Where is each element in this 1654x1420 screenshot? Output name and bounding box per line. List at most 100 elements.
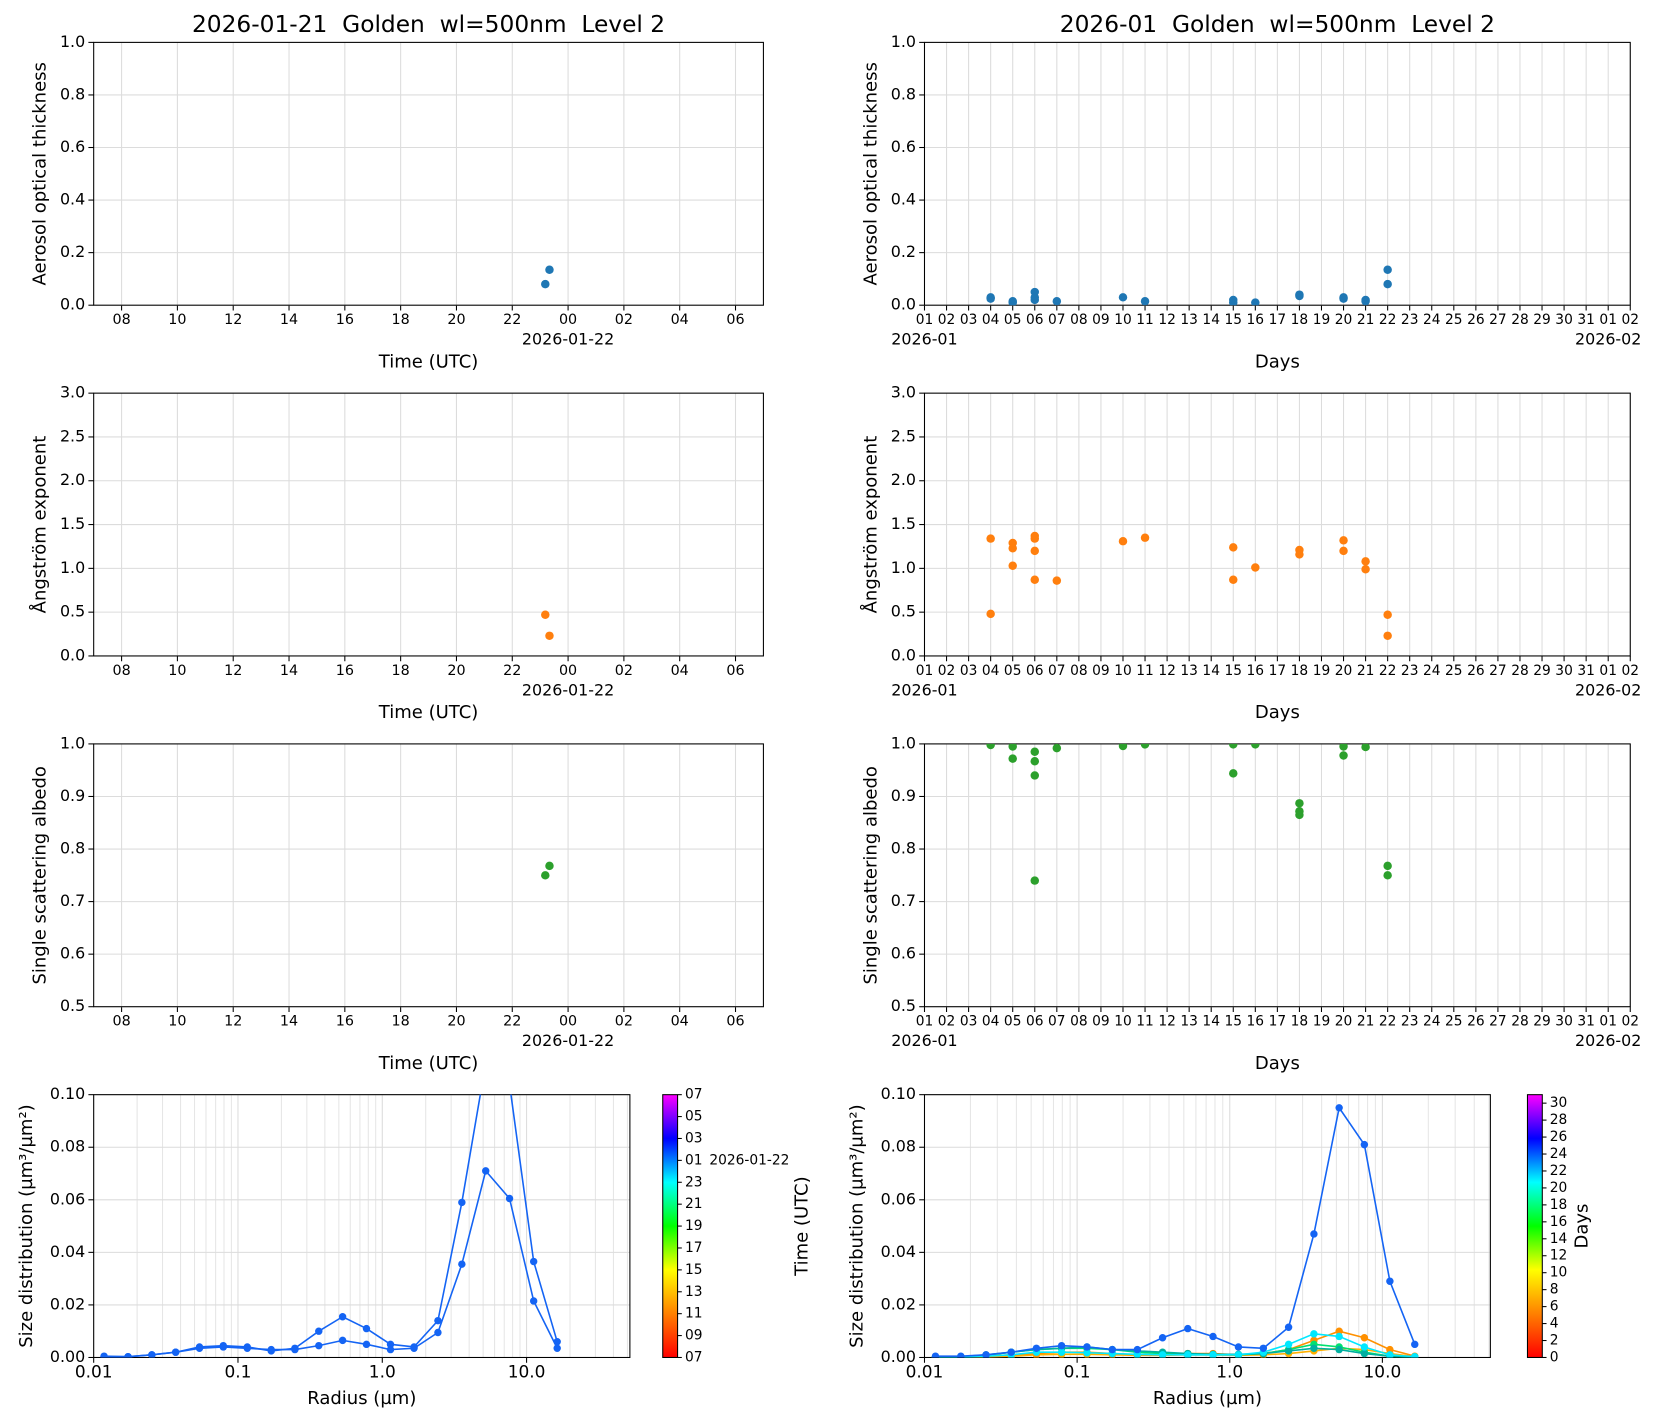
x-tick-label: 1.0 — [369, 1361, 396, 1381]
colorbar-tick-label: 0 — [1550, 1349, 1559, 1365]
x-tick-label: 01 — [1599, 663, 1617, 679]
x-tick-label: 02 — [1621, 1014, 1639, 1030]
point — [1229, 743, 1238, 749]
x-tick-label: 26 — [1467, 1014, 1485, 1030]
colorbar — [1526, 1094, 1543, 1359]
y-axis-label: Single scattering albedo — [30, 766, 51, 984]
x-tick-label: 08 — [112, 663, 130, 679]
point — [1030, 546, 1040, 556]
y-tick-label: 0.9 — [60, 786, 85, 805]
data-layer — [100, 1094, 561, 1358]
plot-area — [93, 42, 764, 306]
colorbar-tick-label: 6 — [1550, 1299, 1559, 1315]
x-tick-label: 02 — [615, 663, 633, 679]
y-tick-label: 3.0 — [891, 383, 916, 402]
y-tick-label: 0.8 — [60, 839, 85, 858]
y-tick-label: 0.02 — [881, 1294, 916, 1313]
colorbar-tick-label: 8 — [1550, 1282, 1559, 1298]
y-tick-label: 0.00 — [881, 1347, 916, 1366]
y-tick-label: 0.0 — [60, 295, 85, 314]
y-tick-label: 0.5 — [60, 602, 85, 621]
x-tick-label: 25 — [1445, 1014, 1463, 1030]
data-layer — [986, 743, 1392, 885]
x-date-label: 2026-01-22 — [522, 680, 614, 699]
y-tick-label: 0.4 — [891, 190, 916, 209]
x-tick-label: 08 — [1070, 312, 1088, 328]
point — [1030, 771, 1040, 780]
panel: 01 02 03 04 05 06 07 08 09 10 11 12 13 14 15 16 17 18 19 20… — [860, 383, 1642, 724]
point — [1057, 1341, 1066, 1350]
point — [1209, 1351, 1217, 1358]
y-tick-label: 0.5 — [891, 996, 916, 1015]
x-tick-label: 00 — [559, 663, 577, 679]
y-tick-label: 0.06 — [881, 1189, 916, 1208]
x-tick-label: 21 — [1357, 663, 1375, 679]
data-layer — [986, 531, 1392, 641]
point — [553, 1344, 561, 1352]
point — [1229, 769, 1238, 778]
x-tick-label: 06 — [726, 663, 744, 679]
x-axis-label: Radius (µm) — [1153, 1388, 1262, 1409]
x-tick-label: 00 — [559, 312, 577, 328]
x-tick-label: 28 — [1511, 663, 1529, 679]
point — [1360, 1334, 1369, 1342]
x-tick-label: 10 — [1114, 1014, 1132, 1030]
y-tick-label: 0.6 — [60, 944, 85, 963]
x-tick-label: 22 — [503, 663, 521, 679]
x-tick-label: 01 — [916, 663, 934, 679]
data-layer — [541, 265, 554, 289]
x-tick-label: 06 — [1026, 1014, 1044, 1030]
x-date-label: 2026-01 — [891, 330, 957, 349]
x-tick-label: 05 — [1004, 663, 1022, 679]
x-tick-label: 16 — [1247, 312, 1265, 328]
point — [1008, 743, 1017, 751]
x-tick-label: 17 — [1269, 663, 1287, 679]
x-tick-label: 12 — [1158, 312, 1176, 328]
x-tick-label: 25 — [1445, 312, 1463, 328]
axes-frame — [923, 41, 1631, 306]
point — [1234, 1351, 1243, 1358]
axes-frame — [93, 41, 764, 306]
colorbar-tick-label: 07 — [685, 1349, 703, 1365]
y-tick-label: 1.0 — [891, 733, 916, 752]
point — [1295, 290, 1304, 299]
x-tick-label: 06 — [1026, 663, 1044, 679]
point — [1361, 743, 1370, 752]
y-tick-label: 0.6 — [891, 944, 916, 963]
y-tick-label: 0.0 — [891, 645, 916, 664]
x-axis-label: Radius (µm) — [307, 1388, 416, 1409]
x-tick-label: 10 — [1114, 312, 1132, 328]
y-tick-label: 0.4 — [60, 190, 85, 209]
panel: 08 10 12 14 16 18 20 22 00 02 04 06 0.5 0.6 0.7 0.8 0.9 1… — [30, 733, 764, 1074]
point — [541, 871, 550, 880]
x-date-label: 2026-02 — [1575, 1031, 1641, 1050]
y-tick-label: 0.04 — [50, 1242, 85, 1261]
panel: 0.01 0.1 1.0 10.0 0.00 0.02 0.04 0.06 0.08 0.10 Ra… — [16, 1084, 813, 1409]
colorbar-tick-label: 15 — [685, 1262, 703, 1278]
x-tick-label: 23 — [1401, 312, 1419, 328]
colorbar-tick-label: 01 — [685, 1152, 703, 1168]
x-tick-label: 08 — [1070, 663, 1088, 679]
x-tick-label: 27 — [1489, 312, 1507, 328]
point — [1251, 298, 1260, 306]
x-tick-label: 07 — [1048, 663, 1066, 679]
x-tick-label: 12 — [224, 663, 242, 679]
point — [1310, 1344, 1318, 1352]
y-tick-label: 1.0 — [891, 32, 916, 51]
point — [1361, 564, 1370, 574]
x-tick-label: 04 — [982, 312, 1000, 328]
x-tick-label: 30 — [1555, 663, 1573, 679]
x-tick-label: 28 — [1511, 312, 1529, 328]
point — [957, 1352, 965, 1358]
y-tick-label: 1.0 — [60, 558, 85, 577]
x-tick-label: 15 — [1224, 663, 1242, 679]
point — [362, 1340, 371, 1349]
point — [338, 1336, 347, 1345]
x-tick-label: 12 — [1158, 663, 1176, 679]
x-tick-label: 06 — [1026, 312, 1044, 328]
colorbar-tick-label: 20 — [1550, 1180, 1568, 1196]
colorbar-tick-label: 22 — [1550, 1163, 1568, 1179]
y-tick-label: 3.0 — [60, 383, 85, 402]
point — [982, 1351, 990, 1358]
y-tick-label: 0.8 — [891, 84, 916, 103]
